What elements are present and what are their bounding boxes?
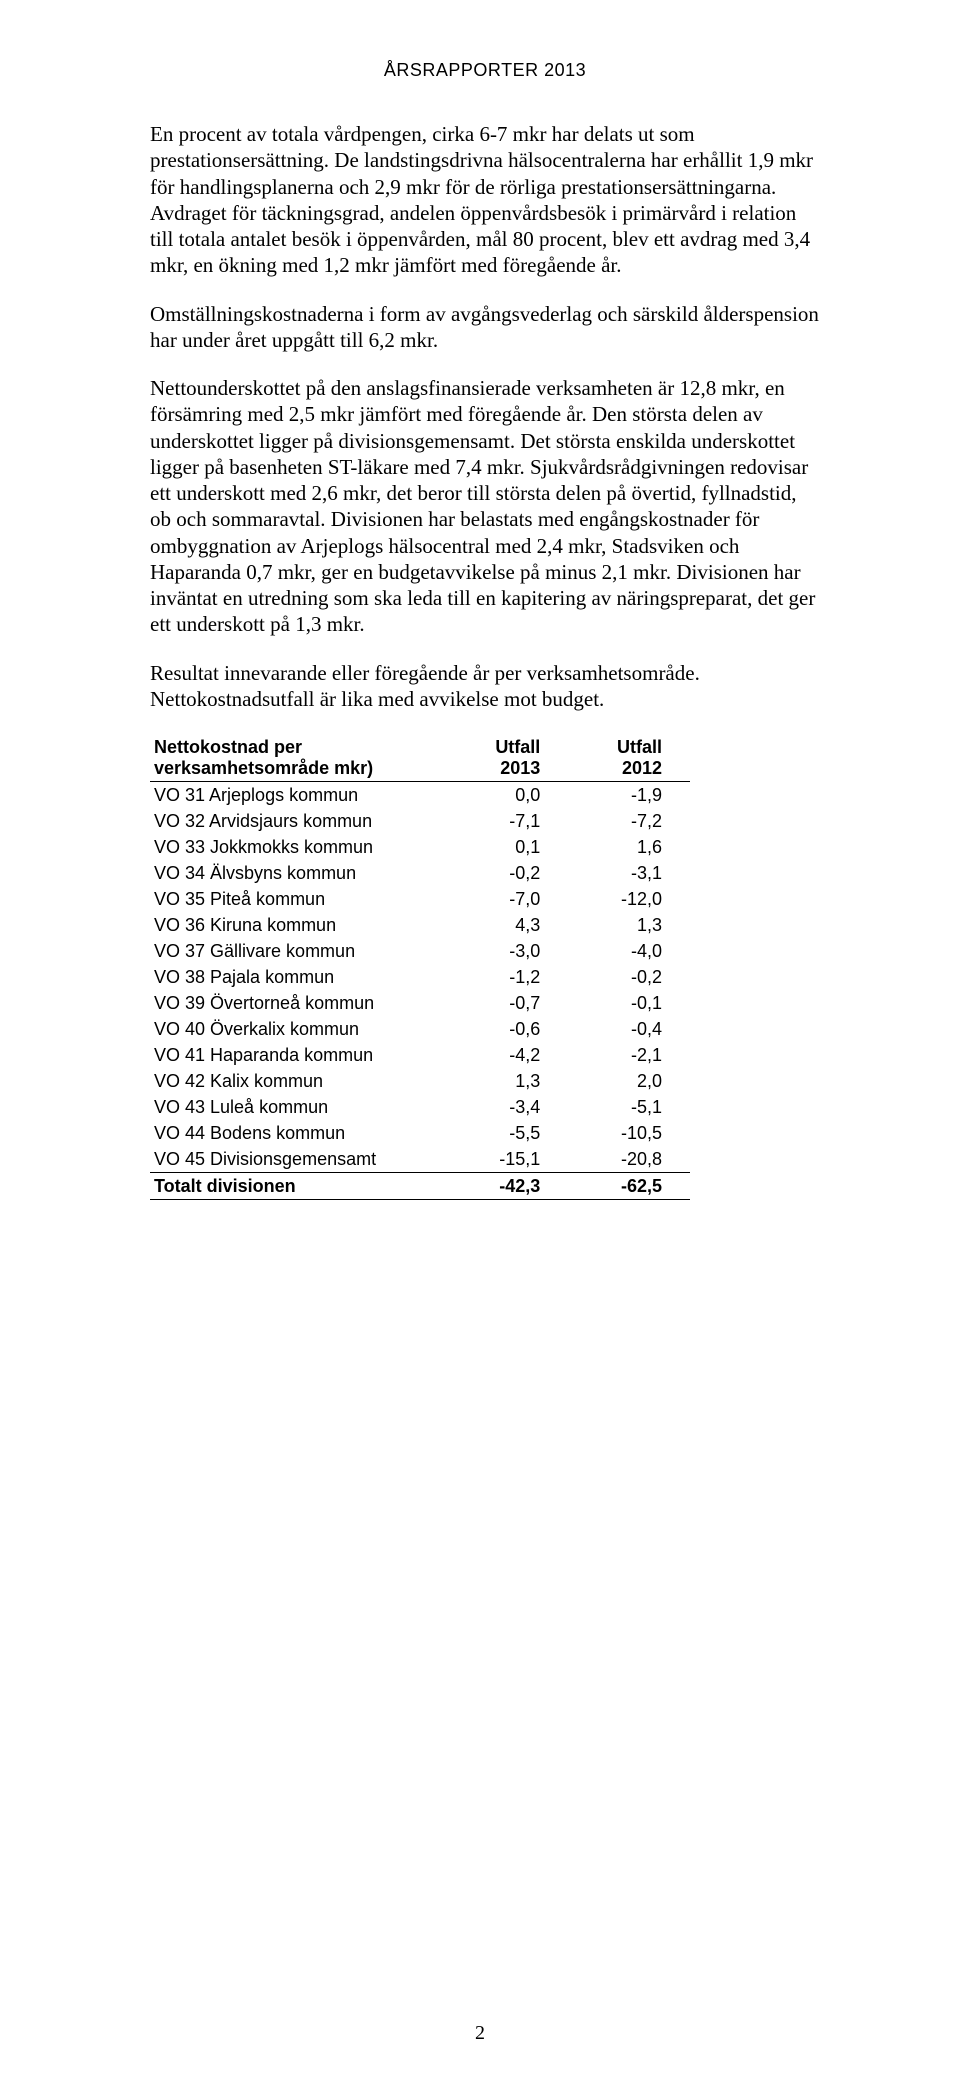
row-label: VO 45 Divisionsgemensamt	[150, 1146, 447, 1173]
row-label: VO 34 Älvsbyns kommun	[150, 860, 447, 886]
row-label: VO 40 Överkalix kommun	[150, 1016, 447, 1042]
table-totals-row: Totalt divisionen-42,3-62,5	[150, 1173, 690, 1200]
row-value-2012: -3,1	[568, 860, 690, 886]
row-value-2013: -1,2	[447, 964, 569, 990]
paragraph: Resultat innevarande eller föregående år…	[150, 660, 820, 713]
row-value-2013: -7,0	[447, 886, 569, 912]
row-value-2013: 4,3	[447, 912, 569, 938]
row-label: VO 36 Kiruna kommun	[150, 912, 447, 938]
document-page: ÅRSRAPPORTER 2013 En procent av totala v…	[0, 0, 960, 2085]
header-year: 2013	[500, 758, 540, 778]
row-value-2013: -3,4	[447, 1094, 569, 1120]
row-value-2013: -15,1	[447, 1146, 569, 1173]
table-row: VO 36 Kiruna kommun4,31,3	[150, 912, 690, 938]
row-value-2012: -4,0	[568, 938, 690, 964]
table-row: VO 37 Gällivare kommun-3,0-4,0	[150, 938, 690, 964]
table-row: VO 35 Piteå kommun-7,0-12,0	[150, 886, 690, 912]
row-value-2012: -0,2	[568, 964, 690, 990]
header-year: 2012	[622, 758, 662, 778]
row-value-2013: -3,0	[447, 938, 569, 964]
table-row: VO 34 Älvsbyns kommun-0,2-3,1	[150, 860, 690, 886]
paragraph: Omställningskostnaderna i form av avgång…	[150, 301, 820, 354]
table-header-row: Nettokostnad per verksamhetsområde mkr) …	[150, 734, 690, 782]
row-label: VO 31 Arjeplogs kommun	[150, 782, 447, 809]
table-row: VO 45 Divisionsgemensamt-15,1-20,8	[150, 1146, 690, 1173]
row-value-2012: -20,8	[568, 1146, 690, 1173]
row-value-2013: -0,7	[447, 990, 569, 1016]
row-label: VO 39 Övertorneå kommun	[150, 990, 447, 1016]
table-row: VO 40 Överkalix kommun-0,6-0,4	[150, 1016, 690, 1042]
row-value-2012: -12,0	[568, 886, 690, 912]
totals-2013: -42,3	[447, 1173, 569, 1200]
row-value-2013: -0,2	[447, 860, 569, 886]
table-row: VO 43 Luleå kommun-3,4-5,1	[150, 1094, 690, 1120]
table-header-2013: Utfall 2013	[447, 734, 569, 782]
paragraph: En procent av totala vårdpengen, cirka 6…	[150, 121, 820, 279]
table-row: VO 38 Pajala kommun-1,2-0,2	[150, 964, 690, 990]
page-header: ÅRSRAPPORTER 2013	[150, 60, 820, 81]
row-value-2012: 1,3	[568, 912, 690, 938]
row-label: VO 32 Arvidsjaurs kommun	[150, 808, 447, 834]
row-value-2012: -0,1	[568, 990, 690, 1016]
row-value-2012: -1,9	[568, 782, 690, 809]
row-value-2012: -0,4	[568, 1016, 690, 1042]
row-value-2012: 2,0	[568, 1068, 690, 1094]
table-row: VO 42 Kalix kommun1,32,0	[150, 1068, 690, 1094]
row-value-2013: -5,5	[447, 1120, 569, 1146]
row-value-2012: -7,2	[568, 808, 690, 834]
row-label: VO 33 Jokkmokks kommun	[150, 834, 447, 860]
header-utfall: Utfall	[617, 737, 662, 757]
row-value-2012: 1,6	[568, 834, 690, 860]
row-value-2012: -2,1	[568, 1042, 690, 1068]
row-label: VO 42 Kalix kommun	[150, 1068, 447, 1094]
nettokostnad-table: Nettokostnad per verksamhetsområde mkr) …	[150, 734, 820, 1200]
row-value-2013: 1,3	[447, 1068, 569, 1094]
page-number: 2	[0, 2022, 960, 2045]
table-row: VO 44 Bodens kommun-5,5-10,5	[150, 1120, 690, 1146]
row-label: VO 38 Pajala kommun	[150, 964, 447, 990]
row-label: VO 41 Haparanda kommun	[150, 1042, 447, 1068]
row-value-2013: -7,1	[447, 808, 569, 834]
table-row: VO 33 Jokkmokks kommun0,11,6	[150, 834, 690, 860]
row-value-2013: -4,2	[447, 1042, 569, 1068]
table-row: VO 31 Arjeplogs kommun0,0-1,9	[150, 782, 690, 809]
table-row: VO 39 Övertorneå kommun-0,7-0,1	[150, 990, 690, 1016]
totals-2012: -62,5	[568, 1173, 690, 1200]
paragraph: Nettounderskottet på den anslagsfinansie…	[150, 375, 820, 638]
row-value-2013: 0,1	[447, 834, 569, 860]
row-label: VO 37 Gällivare kommun	[150, 938, 447, 964]
row-label: VO 44 Bodens kommun	[150, 1120, 447, 1146]
row-value-2013: -0,6	[447, 1016, 569, 1042]
totals-label: Totalt divisionen	[150, 1173, 447, 1200]
table-header-label: Nettokostnad per verksamhetsområde mkr)	[150, 734, 447, 782]
row-value-2012: -10,5	[568, 1120, 690, 1146]
header-utfall: Utfall	[495, 737, 540, 757]
table-row: VO 32 Arvidsjaurs kommun-7,1-7,2	[150, 808, 690, 834]
row-label: VO 43 Luleå kommun	[150, 1094, 447, 1120]
table-row: VO 41 Haparanda kommun-4,2-2,1	[150, 1042, 690, 1068]
row-value-2013: 0,0	[447, 782, 569, 809]
row-value-2012: -5,1	[568, 1094, 690, 1120]
row-label: VO 35 Piteå kommun	[150, 886, 447, 912]
table-header-2012: Utfall 2012	[568, 734, 690, 782]
